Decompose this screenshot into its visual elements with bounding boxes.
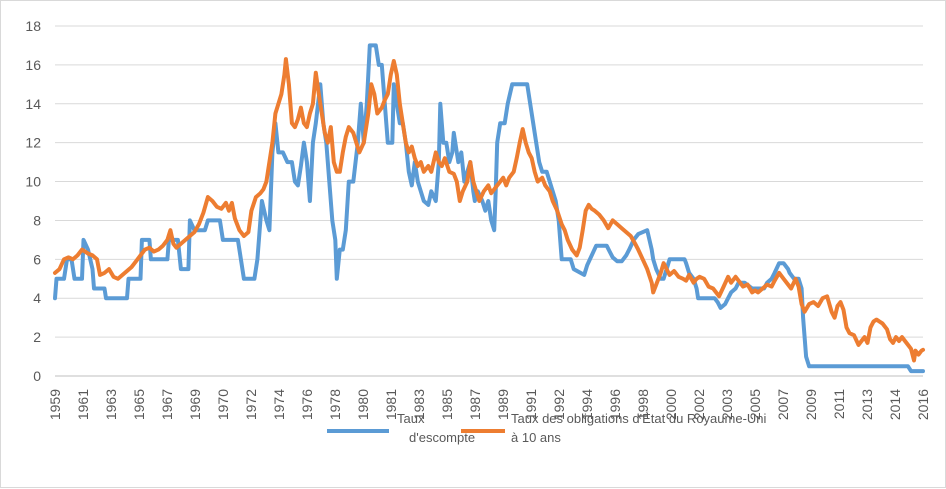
x-tick-label: 1985 xyxy=(439,389,455,420)
x-tick-label: 2000 xyxy=(663,389,679,420)
x-tick-label: 1974 xyxy=(271,389,287,420)
y-tick-label: 6 xyxy=(33,251,41,267)
x-tick-label: 1981 xyxy=(383,389,399,420)
x-tick-label: 1983 xyxy=(411,389,427,420)
x-tick-label: 1987 xyxy=(467,389,483,420)
x-tick-label: 1976 xyxy=(299,389,315,420)
legend-swatch-taux-escompte xyxy=(327,429,389,433)
legend-line: d'escompte xyxy=(409,430,476,445)
x-tick-label: 1980 xyxy=(355,389,371,420)
y-tick-label: 2 xyxy=(33,329,41,345)
x-tick-label: 1996 xyxy=(607,389,623,420)
x-tick-label: 1961 xyxy=(75,389,91,420)
x-tick-label: 1991 xyxy=(523,389,539,420)
legend-line: Taux des obligations d'État du Royaume-U… xyxy=(511,411,767,426)
legend-swatch-obligations-10-ans xyxy=(461,429,505,433)
x-tick-label: 2014 xyxy=(887,389,903,420)
x-tick-label: 2013 xyxy=(859,389,875,420)
x-tick-label: 2003 xyxy=(719,389,735,420)
x-tick-label: 2011 xyxy=(831,389,847,419)
x-tick-label: 1969 xyxy=(187,389,203,420)
x-tick-label: 2002 xyxy=(691,389,707,420)
legend-line: à 10 ans xyxy=(511,430,561,445)
y-tick-label: 16 xyxy=(25,57,41,73)
x-tick-label: 2007 xyxy=(775,389,791,420)
series-line-taux-escompte xyxy=(53,43,925,374)
legend-line: Taux xyxy=(397,411,425,426)
x-tick-label: 2005 xyxy=(747,389,763,420)
y-tick-label: 12 xyxy=(25,135,41,151)
y-tick-label: 0 xyxy=(33,368,41,384)
y-tick-label: 4 xyxy=(33,290,41,306)
x-tick-label: 1967 xyxy=(159,389,175,420)
x-tick-label: 1989 xyxy=(495,389,511,420)
x-tick-label: 1998 xyxy=(635,389,651,420)
legend-label-taux-escompte: Taux d'escompte xyxy=(397,409,475,447)
x-tick-label: 2009 xyxy=(803,389,819,420)
series-line-obligations-10-ans xyxy=(53,57,925,363)
y-tick-label: 18 xyxy=(25,18,41,34)
x-tick-label: 2016 xyxy=(915,389,931,420)
x-tick-label: 1978 xyxy=(327,389,343,420)
x-tick-label: 1963 xyxy=(103,389,119,420)
x-tick-label: 1959 xyxy=(47,389,63,420)
y-tick-label: 10 xyxy=(25,174,41,190)
x-tick-label: 1994 xyxy=(579,389,595,420)
legend-label-obligations-10-ans: Taux des obligations d'État du Royaume-U… xyxy=(511,409,766,447)
x-tick-label: 1992 xyxy=(551,389,567,420)
x-tick-label: 1972 xyxy=(243,389,259,420)
x-tick-label: 1965 xyxy=(131,389,147,420)
y-tick-label: 8 xyxy=(33,212,41,228)
y-tick-label: 14 xyxy=(25,96,41,112)
x-tick-label: 1970 xyxy=(215,389,231,420)
